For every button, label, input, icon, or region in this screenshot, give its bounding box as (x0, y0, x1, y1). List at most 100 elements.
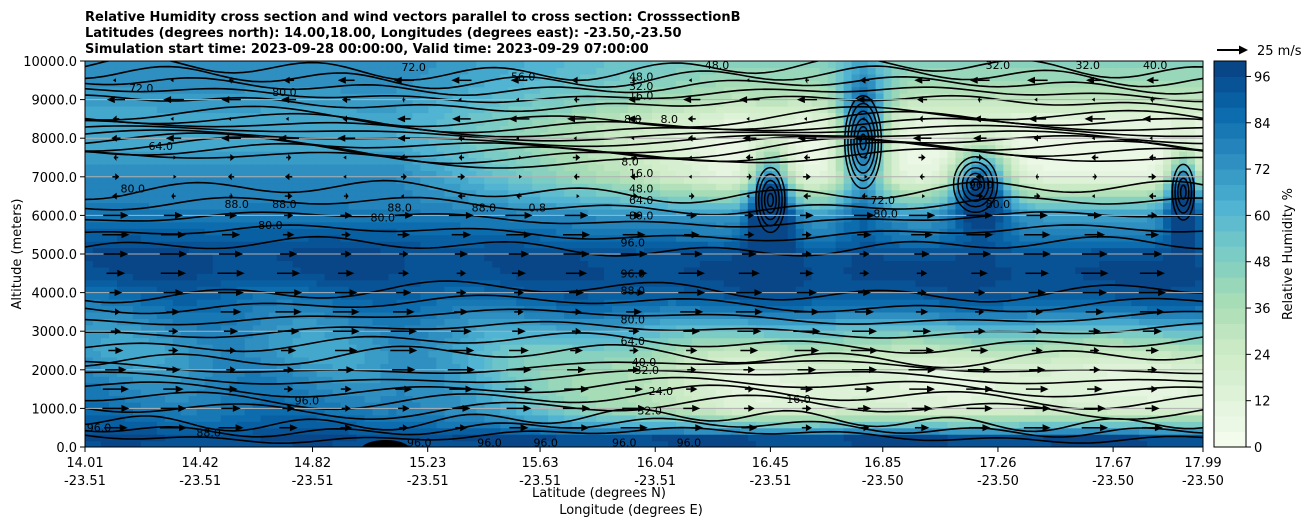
wind-vector (575, 347, 583, 354)
wind-vector (345, 192, 349, 200)
wind-vector (349, 289, 358, 297)
wind-vector (345, 250, 352, 258)
wind-vector (460, 289, 467, 297)
colorbar-level (1214, 199, 1246, 216)
wind-vector (119, 424, 128, 432)
wind-vector (688, 78, 692, 83)
contour-label: 88.0 (196, 426, 221, 439)
wind-vector (287, 192, 293, 200)
wind-vector (516, 192, 520, 200)
contour-label: 80.0 (629, 209, 654, 222)
colorbar-level (1214, 122, 1246, 139)
wind-vector (232, 404, 241, 412)
chart-title-line-1: Relative Humidity cross section and wind… (85, 10, 741, 25)
wind-vector (510, 76, 519, 84)
contour-line (957, 161, 994, 208)
y-tick-label: 3000.0 (32, 325, 78, 340)
wind-vector (1099, 250, 1108, 258)
contour-label: 32.0 (637, 404, 662, 417)
wind-vector (179, 250, 188, 258)
colorbar-frame (1213, 60, 1247, 448)
wind-vector (345, 385, 352, 393)
wind-vector (863, 289, 871, 297)
wind-vector (178, 269, 187, 277)
contour-label: 88.0 (621, 285, 646, 298)
wind-vector (580, 211, 589, 219)
wind-vector (462, 404, 471, 412)
wind-vector (922, 194, 926, 199)
wind-vector (854, 134, 863, 142)
wind-vector (805, 76, 808, 84)
contour-line (85, 86, 1203, 104)
wind-vector (806, 404, 812, 412)
wind-vector (1091, 154, 1096, 161)
x-axis-label-lon: Longitude (degrees E) (559, 503, 703, 518)
contour-line (85, 359, 1203, 375)
contour-line (85, 308, 1203, 326)
wind-vector (281, 96, 290, 104)
contour-line (85, 294, 1203, 315)
wind-vector (1151, 366, 1158, 374)
y-axis: 0.0 1000.0 2000.0 3000.0 4000.0 5000.0 6000.0 7… (23, 55, 85, 456)
contour-label: 40.0 (632, 356, 657, 369)
x-tick-lat: 16.85 (864, 456, 901, 471)
contour-label: 64.0 (149, 140, 174, 153)
wind-vector (351, 327, 360, 335)
contour-label: 72.0 (129, 82, 154, 95)
wind-vector (228, 116, 232, 121)
wind-vector (278, 134, 287, 142)
wind-vector (739, 96, 748, 104)
colorbar-level (1214, 369, 1246, 386)
x-tick-lat: 17.26 (979, 456, 1016, 471)
colorbar-level (1214, 169, 1246, 186)
contour-label: 80.0 (621, 314, 646, 327)
wind-vector (748, 366, 756, 374)
y-tick-label: 0.0 (56, 441, 77, 456)
contour-label: 96.0 (969, 179, 994, 192)
wind-vector (121, 385, 129, 393)
contour-label: 32.0 (635, 364, 660, 377)
wind-vector (754, 308, 763, 316)
wind-vector (690, 347, 698, 354)
wind-vector (289, 424, 298, 432)
wind-vector (106, 96, 115, 104)
wind-vector (573, 136, 577, 141)
wind-vector (1093, 366, 1101, 374)
wind-vector (863, 404, 872, 412)
wind-vector (1150, 96, 1153, 104)
wind-vector (1036, 308, 1044, 316)
wind-vector (633, 347, 639, 354)
contour-label: 8.0 (624, 113, 642, 126)
wind-vector (691, 231, 700, 239)
contour-label: 16.0 (786, 393, 811, 406)
wind-vector (969, 76, 978, 84)
wind-vector (1084, 115, 1093, 123)
colorbar-level (1214, 91, 1246, 108)
wind-vector (634, 308, 643, 316)
contour-line (85, 211, 1203, 228)
wind-vector (812, 327, 821, 335)
wind-vector (582, 231, 591, 239)
wind-vector (1036, 192, 1041, 200)
colorbar-level (1214, 107, 1246, 124)
wind-vector (751, 269, 760, 277)
wind-vector (343, 155, 347, 160)
wind-vector (287, 404, 295, 412)
wind-vector (984, 404, 993, 412)
wind-vector (634, 211, 643, 219)
colorbar-tick-label: 12 (1254, 395, 1271, 410)
wind-vector (697, 289, 706, 297)
wind-vector (1151, 347, 1159, 354)
wind-vector (405, 211, 414, 219)
contour-label: 40.0 (1143, 59, 1168, 72)
contour-label: 96.0 (407, 436, 432, 449)
wind-vector (524, 385, 533, 393)
wind-vector (864, 155, 868, 160)
colorbar-label: Relative Humidity % (1281, 188, 1296, 320)
wind-vector (230, 327, 239, 335)
wind-vector (985, 211, 993, 219)
wind-vector (697, 269, 705, 277)
wind-vector (283, 76, 290, 84)
x-tick-lon: -23.50 (977, 474, 1019, 489)
contour-label: 16.0 (629, 167, 654, 180)
